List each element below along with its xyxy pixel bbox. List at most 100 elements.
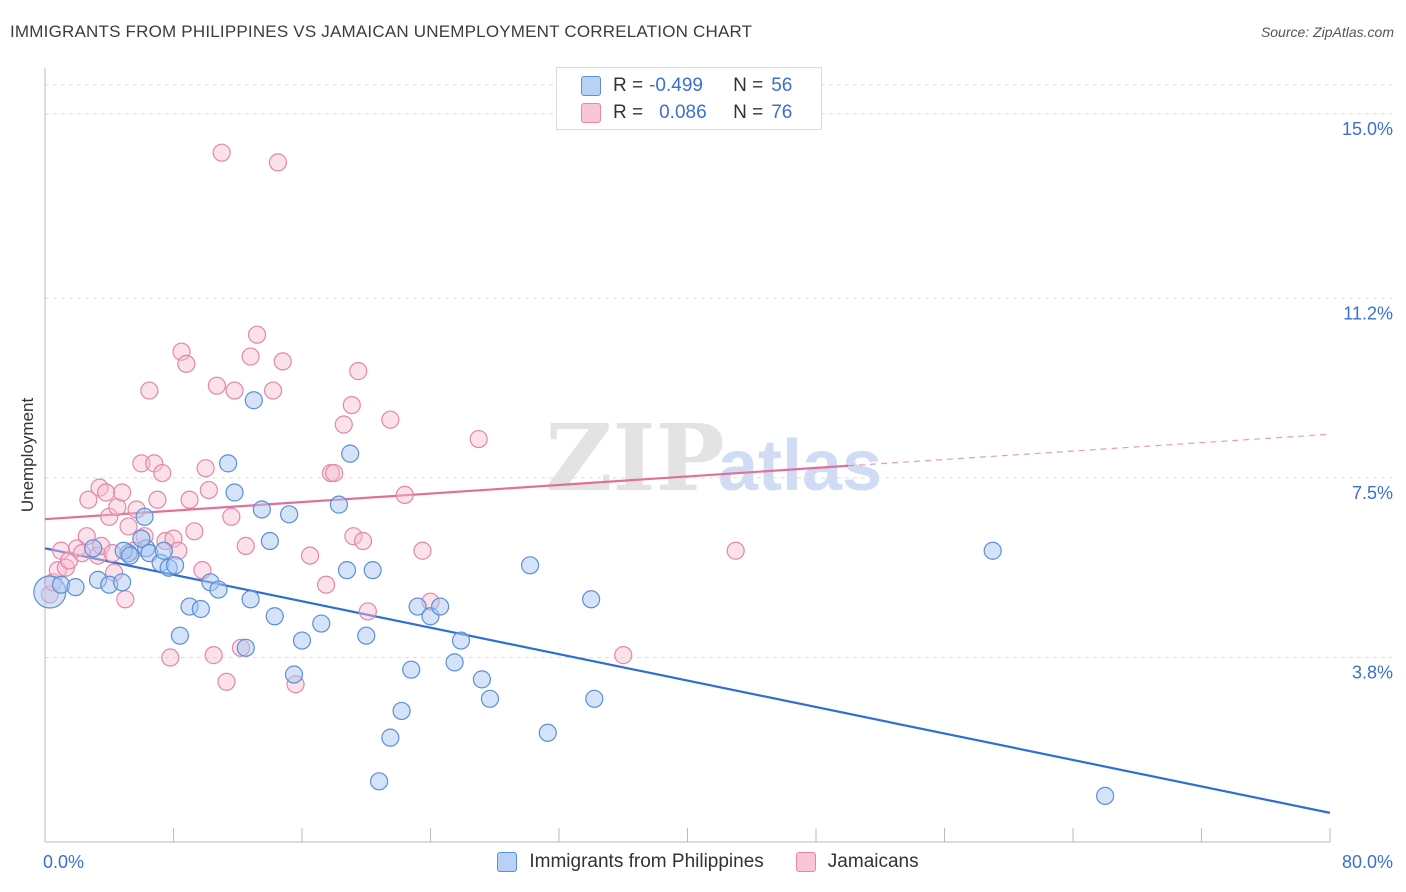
y-tick-labels: 3.8% 7.5% 11.2% 15.0%	[1342, 119, 1393, 683]
philippines-points	[33, 391, 1115, 805]
jamaicans-point	[185, 522, 204, 541]
philippines-point	[280, 505, 299, 524]
philippines-point	[357, 626, 376, 645]
jamaicans-point	[247, 325, 267, 344]
philippines-point	[585, 689, 604, 708]
correlation-legend: R = -0.499 N = 56 R = 0.086 N = 76	[556, 67, 822, 130]
philippines-point	[312, 614, 331, 633]
jamaicans-point	[353, 531, 373, 551]
source-credit: Source: ZipAtlas.com	[1260, 24, 1394, 40]
jamaicans-trend-line	[44, 464, 849, 521]
jamaicans-point	[207, 376, 226, 395]
philippines-point	[284, 665, 304, 684]
philippines-point	[209, 580, 228, 599]
philippines-point	[154, 541, 173, 560]
jamaicans-point	[196, 459, 215, 478]
jamaicans-point	[132, 454, 151, 473]
philippines-point	[219, 454, 238, 473]
legend-n-value: 56	[771, 75, 793, 96]
jamaicans-point	[268, 153, 288, 172]
philippines-point	[370, 772, 389, 791]
philippines-point	[329, 495, 349, 514]
philippines-point	[520, 556, 540, 575]
series-legend: Immigrants from Philippines Jamaicans	[0, 851, 1406, 873]
legend-r-value: 0.086	[659, 102, 707, 123]
philippines-point	[260, 531, 279, 551]
philippines-point	[135, 507, 154, 526]
jamaicans-point	[204, 646, 223, 665]
philippines-point	[244, 391, 263, 410]
philippines-point	[408, 597, 427, 616]
watermark-zip: ZIP	[545, 404, 724, 512]
jamaicans-point	[241, 347, 260, 366]
jamaicans-point	[116, 590, 135, 609]
legend-row-philippines: R = -0.499 N = 56	[581, 74, 792, 98]
legend-swatch-pink	[795, 852, 816, 872]
jamaicans-point	[199, 480, 218, 500]
jamaicans-trend-extension	[848, 433, 1331, 467]
jamaicans-point	[316, 575, 336, 594]
jamaicans-point	[300, 546, 320, 565]
jamaicans-point	[726, 541, 745, 560]
philippines-point	[112, 573, 132, 592]
legend-n-label: N =	[733, 75, 764, 96]
jamaicans-point	[349, 362, 368, 381]
trend-lines	[44, 433, 1331, 814]
jamaicans-point	[153, 463, 172, 483]
legend-r-value: -0.499	[649, 75, 703, 96]
philippines-point	[225, 483, 244, 502]
legend-row-jamaicans: R = 0.086 N = 76	[581, 101, 792, 125]
philippines-point	[1096, 786, 1115, 805]
philippines-point	[480, 689, 500, 708]
legend-item-philippines: Immigrants from Philippines	[497, 851, 764, 873]
y-tick-label: 3.8%	[1352, 663, 1393, 683]
jamaicans-point	[236, 536, 255, 555]
y-tick-label: 11.2%	[1343, 303, 1393, 323]
legend-n-value: 76	[771, 102, 793, 123]
jamaicans-point	[395, 485, 414, 505]
jamaicans-point	[140, 381, 159, 400]
philippines-point	[337, 561, 357, 580]
philippines-point	[538, 723, 557, 742]
jamaicans-point	[381, 410, 400, 429]
philippines-point	[66, 578, 85, 597]
philippines-point	[292, 631, 312, 650]
jamaicans-point	[112, 483, 132, 502]
philippines-trend-line	[44, 547, 1331, 814]
jamaicans-point	[263, 381, 283, 400]
jamaicans-point	[614, 646, 633, 665]
philippines-point	[241, 590, 260, 609]
philippines-point	[236, 638, 255, 657]
x-tick-max: 80.0%	[1341, 852, 1393, 872]
legend-n-label: N =	[733, 102, 764, 123]
philippines-point	[582, 590, 601, 609]
legend-swatch-blue	[581, 76, 601, 96]
jamaicans-point	[469, 429, 488, 449]
legend-r-label: R =	[613, 102, 644, 123]
jamaicans-point	[96, 483, 116, 502]
watermark-atlas: atlas	[718, 426, 882, 506]
jamaicans-point	[273, 352, 292, 371]
grid-lines	[45, 84, 1392, 659]
jamaicans-point	[108, 497, 127, 517]
philippines-point	[445, 653, 464, 672]
legend-label-philippines: Immigrants from Philippines	[529, 851, 764, 872]
jamaicans-point	[148, 490, 167, 509]
legend-r-label: R =	[613, 75, 644, 96]
legend-swatch-blue	[497, 852, 518, 872]
philippines-point	[451, 631, 471, 650]
jamaicans-point	[225, 381, 244, 400]
jamaicans-point	[344, 527, 363, 546]
legend-swatch-pink	[581, 103, 601, 123]
jamaicans-point	[180, 490, 199, 509]
philippines-point	[121, 546, 140, 565]
philippines-point	[252, 500, 271, 519]
jamaicans-point	[79, 490, 98, 509]
legend-label-jamaicans: Jamaicans	[827, 851, 919, 872]
jamaicans-point	[325, 463, 344, 483]
jamaicans-point	[342, 396, 361, 415]
y-tick-label: 15.0%	[1342, 119, 1393, 139]
jamaicans-point	[161, 648, 180, 667]
